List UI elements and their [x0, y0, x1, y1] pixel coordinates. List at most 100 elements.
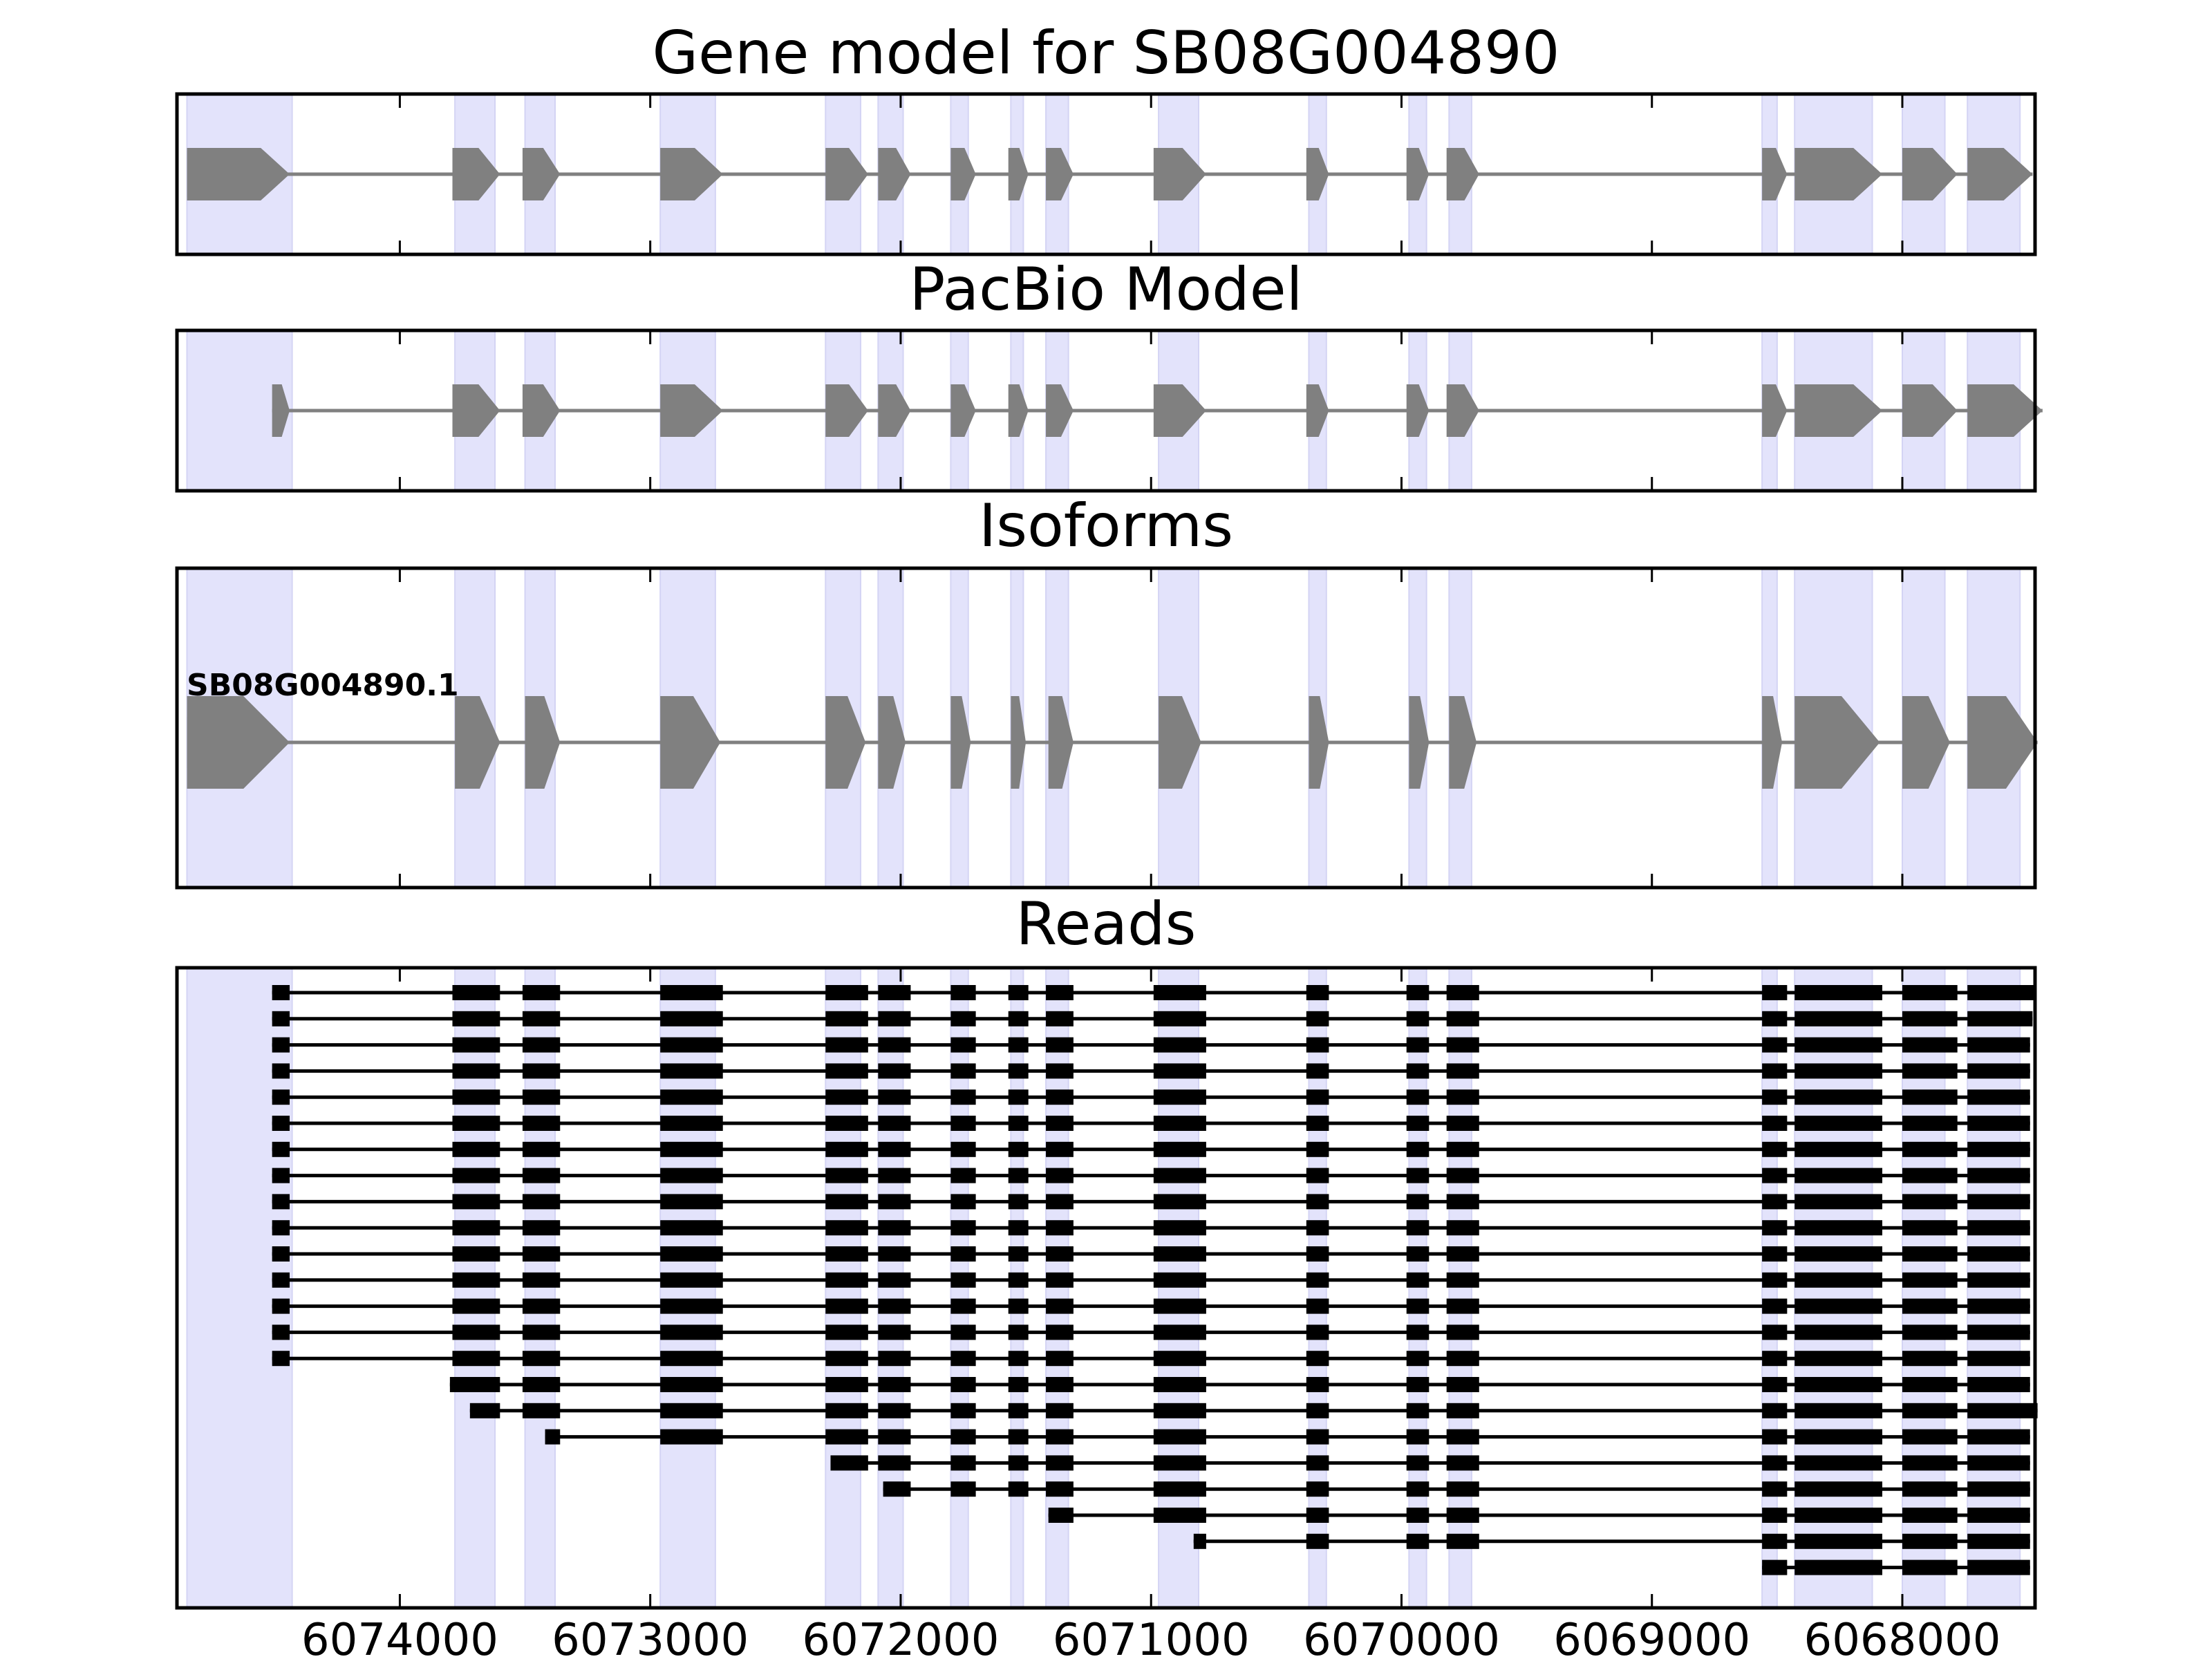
read-exon — [452, 1351, 500, 1367]
read-exon — [1967, 1011, 2033, 1027]
read-exon — [950, 985, 976, 1000]
read-exon — [883, 1481, 911, 1497]
panel-title: Isoforms — [979, 491, 1233, 561]
read-exon — [1406, 1272, 1430, 1288]
read-exon — [1306, 1116, 1329, 1131]
read-exon — [1046, 1377, 1074, 1392]
read-exon — [1046, 1481, 1074, 1497]
read-exon — [1008, 1298, 1029, 1314]
read-exon — [452, 1168, 500, 1183]
read-exon — [660, 1272, 723, 1288]
read-exon — [1902, 1089, 1958, 1105]
read-exon — [1306, 1533, 1329, 1549]
read-exon — [1762, 1063, 1788, 1079]
read-exon — [1794, 1298, 1883, 1314]
read-exon — [1967, 1324, 2030, 1340]
read-exon — [1446, 1508, 1479, 1523]
read-exon — [878, 1455, 911, 1471]
read-exon — [1406, 985, 1430, 1000]
read-exon — [1153, 1508, 1206, 1523]
read-exon — [1046, 1089, 1074, 1105]
read-exon — [545, 1429, 561, 1445]
read-exon — [950, 1246, 976, 1262]
read-exon — [1446, 1246, 1479, 1262]
read-exon — [1967, 1220, 2030, 1236]
read-exon — [660, 1063, 723, 1079]
read-exon — [1406, 1403, 1430, 1418]
read-exon — [522, 1089, 561, 1105]
panel-frame — [175, 566, 2037, 890]
read-exon — [1762, 1116, 1788, 1131]
read-exon — [1967, 1559, 2030, 1575]
read-exon — [452, 1089, 500, 1105]
read-exon — [522, 1168, 561, 1183]
exon — [272, 384, 290, 437]
read-exon — [878, 1116, 911, 1131]
read-exon — [1446, 1481, 1479, 1497]
read-exon — [1406, 1533, 1430, 1549]
read-exon — [1046, 1272, 1074, 1288]
read-exon — [1406, 1063, 1430, 1079]
read-exon — [825, 1037, 868, 1053]
exon — [1306, 148, 1329, 200]
read-exon — [272, 1298, 290, 1314]
read-exon — [1406, 1298, 1430, 1314]
read-exon — [950, 1377, 976, 1392]
read-exon — [1762, 1298, 1788, 1314]
read-exon — [878, 1429, 911, 1445]
read-exon — [1306, 1168, 1329, 1183]
read-exon — [878, 1194, 911, 1210]
exon — [950, 384, 976, 437]
read-exon — [825, 1429, 868, 1445]
read-exon — [1406, 1351, 1430, 1367]
read-exon — [1446, 985, 1479, 1000]
read-exon — [452, 1298, 500, 1314]
read-exon — [1902, 1037, 1958, 1053]
read-exon — [1306, 1220, 1329, 1236]
read-exon — [1762, 1533, 1788, 1549]
read-exon — [1306, 1481, 1329, 1497]
read-exon — [825, 1272, 868, 1288]
read-exon — [1902, 1298, 1958, 1314]
read-exon — [1406, 1455, 1430, 1471]
exon — [1008, 148, 1029, 200]
read-exon — [522, 1194, 561, 1210]
read-exon — [1794, 1455, 1883, 1471]
read-exon — [1406, 1377, 1430, 1392]
read-exon — [1902, 1377, 1958, 1392]
read-exon — [1153, 1298, 1206, 1314]
exon — [1046, 148, 1074, 200]
read-exon — [950, 1272, 976, 1288]
read-exon — [1902, 1508, 1958, 1523]
exon — [1762, 148, 1788, 200]
read-exon — [660, 985, 723, 1000]
read-exon — [1153, 1272, 1206, 1288]
read-exon — [1794, 1116, 1883, 1131]
read-exon — [1008, 1324, 1029, 1340]
read-exon — [1048, 1508, 1074, 1523]
read-exon — [1046, 985, 1074, 1000]
read-exon — [1762, 1220, 1788, 1236]
read-exon — [660, 1037, 723, 1053]
read-exon — [878, 1063, 911, 1079]
read-exon — [1306, 1141, 1329, 1157]
read-exon — [1046, 1455, 1074, 1471]
read-exon — [272, 1246, 290, 1262]
tick-label: 6068000 — [1803, 1615, 2000, 1659]
exon — [1449, 696, 1477, 789]
read-exon — [1446, 1141, 1479, 1157]
read-exon — [522, 1037, 561, 1053]
read-exon — [1008, 1037, 1029, 1053]
read-exon — [1153, 1194, 1206, 1210]
read-exon — [1153, 985, 1206, 1000]
tick-label: 6073000 — [552, 1615, 749, 1659]
exon — [1967, 696, 2038, 789]
exon — [1048, 696, 1074, 789]
read-exon — [1046, 1141, 1074, 1157]
read-exon — [1902, 1116, 1958, 1131]
read-exon — [1762, 985, 1788, 1000]
read-exon — [1008, 1272, 1029, 1288]
exon — [1406, 384, 1430, 437]
read-exon — [1153, 1481, 1206, 1497]
read-exon — [1762, 1011, 1788, 1027]
